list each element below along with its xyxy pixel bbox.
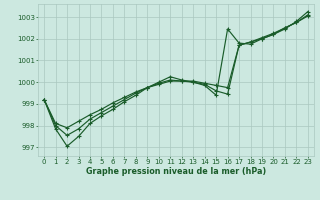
X-axis label: Graphe pression niveau de la mer (hPa): Graphe pression niveau de la mer (hPa)	[86, 167, 266, 176]
